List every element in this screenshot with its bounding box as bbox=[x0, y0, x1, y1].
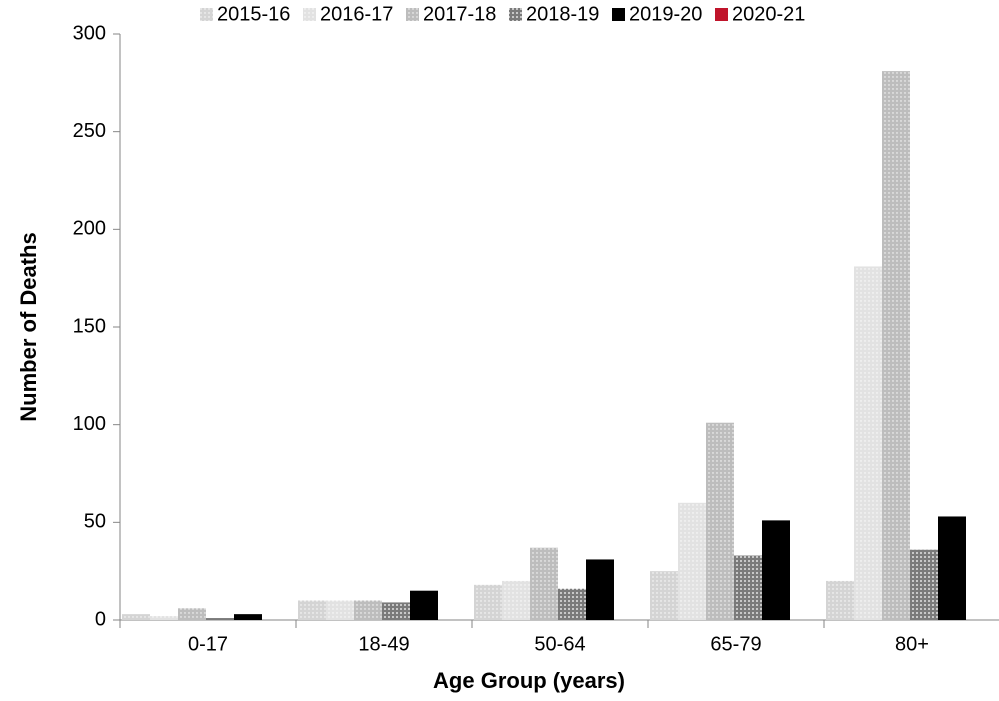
bar bbox=[206, 618, 234, 620]
bar bbox=[854, 266, 882, 620]
legend-swatch bbox=[612, 8, 625, 21]
bar bbox=[298, 600, 326, 620]
y-tick-label: 200 bbox=[73, 218, 106, 240]
y-tick-label: 300 bbox=[73, 22, 106, 44]
bar bbox=[650, 571, 678, 620]
bar bbox=[474, 584, 502, 620]
bar bbox=[882, 71, 910, 620]
y-tick-label: 0 bbox=[95, 608, 106, 630]
bar bbox=[938, 516, 966, 620]
legend-label: 2020-21 bbox=[732, 3, 805, 25]
y-tick-label: 150 bbox=[73, 315, 106, 337]
bar bbox=[762, 520, 790, 620]
bar bbox=[502, 580, 530, 620]
y-tick-label: 250 bbox=[73, 120, 106, 142]
legend-label: 2016-17 bbox=[320, 3, 393, 25]
bar bbox=[826, 580, 854, 620]
bar bbox=[678, 502, 706, 620]
bar bbox=[910, 549, 938, 620]
legend-label: 2018-19 bbox=[526, 3, 599, 25]
legend-label: 2015-16 bbox=[217, 3, 290, 25]
bar bbox=[410, 590, 438, 620]
y-tick-label: 50 bbox=[84, 511, 106, 533]
y-tick-label: 100 bbox=[73, 413, 106, 435]
legend-label: 2017-18 bbox=[423, 3, 496, 25]
bar bbox=[178, 608, 206, 620]
legend-swatch bbox=[715, 8, 728, 21]
bar bbox=[234, 614, 262, 620]
bar bbox=[354, 600, 382, 620]
legend-swatch bbox=[406, 8, 419, 21]
legend-swatch bbox=[509, 8, 522, 21]
x-tick-label: 0-17 bbox=[188, 633, 228, 655]
bar bbox=[122, 614, 150, 620]
x-tick-label: 65-79 bbox=[710, 633, 761, 655]
x-axis-title: Age Group (years) bbox=[433, 668, 625, 693]
bar bbox=[734, 555, 762, 620]
bar bbox=[558, 588, 586, 620]
x-tick-label: 80+ bbox=[895, 633, 929, 655]
x-tick-label: 50-64 bbox=[534, 633, 585, 655]
bar bbox=[150, 616, 178, 620]
bar bbox=[382, 602, 410, 620]
bar bbox=[586, 559, 614, 620]
legend-swatch bbox=[200, 8, 213, 21]
x-tick-label: 18-49 bbox=[358, 633, 409, 655]
bar bbox=[326, 600, 354, 620]
bar bbox=[706, 422, 734, 620]
y-axis-title: Number of Deaths bbox=[16, 232, 41, 421]
legend-label: 2019-20 bbox=[629, 3, 702, 25]
legend-swatch bbox=[303, 8, 316, 21]
bar bbox=[530, 547, 558, 620]
